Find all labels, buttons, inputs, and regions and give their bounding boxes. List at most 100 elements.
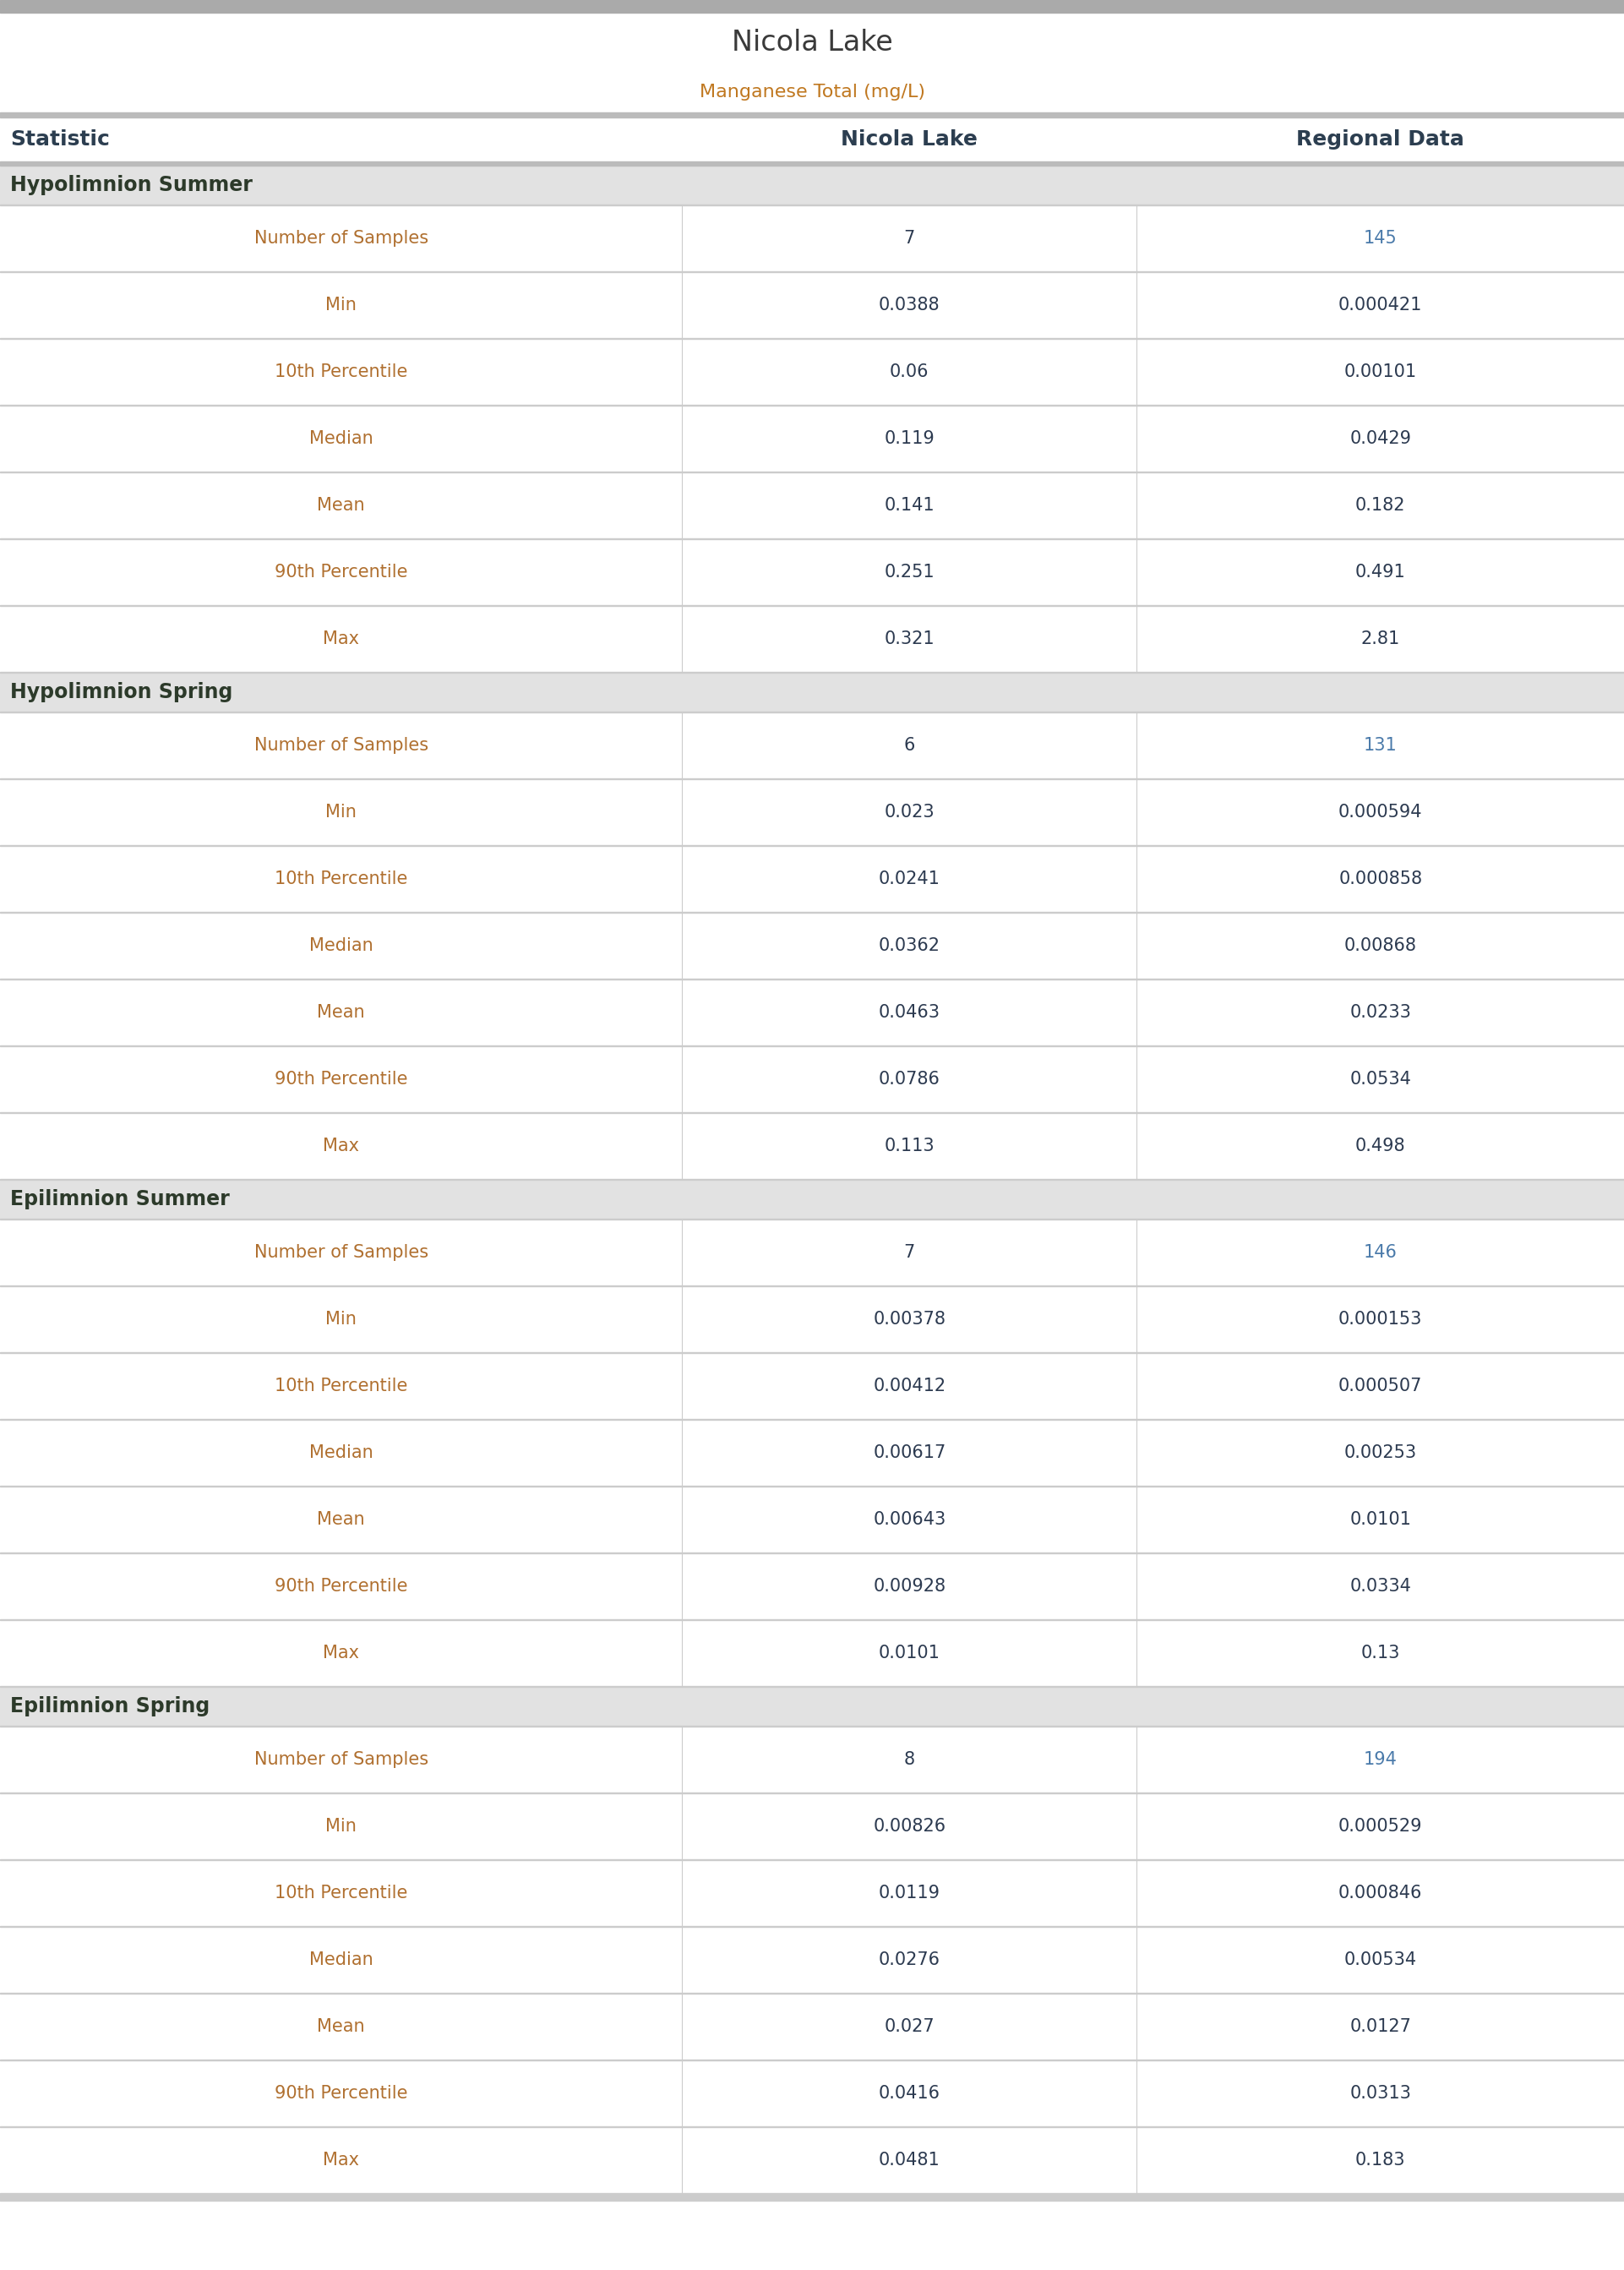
Text: 0.00378: 0.00378 <box>874 1310 945 1328</box>
Bar <box>0 1553 1624 1619</box>
Bar <box>0 161 1624 166</box>
Text: 10th Percentile: 10th Percentile <box>274 1378 408 1394</box>
Text: 0.0233: 0.0233 <box>1350 1003 1411 1022</box>
Text: 0.0127: 0.0127 <box>1350 2018 1411 2036</box>
Bar <box>0 540 1624 606</box>
Text: 0.0481: 0.0481 <box>879 2152 940 2168</box>
Bar <box>0 713 1624 779</box>
Bar <box>0 118 1624 161</box>
Text: 0.00928: 0.00928 <box>874 1578 945 1596</box>
Bar <box>0 1419 1624 1487</box>
Bar <box>0 847 1624 913</box>
Text: Median: Median <box>309 1444 374 1462</box>
Text: 0.00253: 0.00253 <box>1345 1444 1416 1462</box>
Text: 10th Percentile: 10th Percentile <box>274 1884 408 1902</box>
Bar <box>0 204 1624 272</box>
Text: Mean: Mean <box>317 497 365 513</box>
Text: 0.00643: 0.00643 <box>874 1512 945 1528</box>
Text: 131: 131 <box>1364 738 1397 754</box>
Bar <box>0 913 1624 978</box>
Text: Epilimnion Summer: Epilimnion Summer <box>10 1189 229 1210</box>
Text: Mean: Mean <box>317 1512 365 1528</box>
Text: 0.0313: 0.0313 <box>1350 2084 1411 2102</box>
Text: Min: Min <box>325 1310 357 1328</box>
Text: 0.0786: 0.0786 <box>879 1071 940 1087</box>
Text: Statistic: Statistic <box>10 129 110 150</box>
Text: 0.491: 0.491 <box>1354 563 1406 581</box>
Text: 0.06: 0.06 <box>890 363 929 381</box>
Text: 194: 194 <box>1364 1750 1397 1768</box>
Text: Max: Max <box>323 1643 359 1662</box>
Text: 7: 7 <box>905 1244 914 1260</box>
Text: 146: 146 <box>1364 1244 1397 1260</box>
Text: 0.13: 0.13 <box>1361 1643 1400 1662</box>
Bar <box>0 1687 1624 1725</box>
Text: Nicola Lake: Nicola Lake <box>731 27 893 57</box>
Text: 0.00617: 0.00617 <box>874 1444 945 1462</box>
Text: 0.023: 0.023 <box>883 804 935 822</box>
Bar <box>0 114 1624 118</box>
Text: 0.000846: 0.000846 <box>1338 1884 1423 1902</box>
Text: 0.0429: 0.0429 <box>1350 431 1411 447</box>
Text: 90th Percentile: 90th Percentile <box>274 563 408 581</box>
Text: 0.00534: 0.00534 <box>1345 1952 1416 1968</box>
Text: 0.498: 0.498 <box>1354 1137 1406 1155</box>
Text: 0.0276: 0.0276 <box>879 1952 940 1968</box>
Text: Number of Samples: Number of Samples <box>253 1750 429 1768</box>
Bar <box>0 1859 1624 1925</box>
Bar <box>0 1621 1624 1687</box>
Text: Min: Min <box>325 804 357 822</box>
Text: 0.0101: 0.0101 <box>879 1643 940 1662</box>
Text: 0.251: 0.251 <box>883 563 935 581</box>
Text: 6: 6 <box>905 738 914 754</box>
Text: Manganese Total (mg/L): Manganese Total (mg/L) <box>700 84 924 100</box>
Text: Regional Data: Regional Data <box>1296 129 1465 150</box>
Text: Hypolimnion Spring: Hypolimnion Spring <box>10 681 232 701</box>
Bar <box>0 0 1624 14</box>
Text: Max: Max <box>323 1137 359 1155</box>
Text: Hypolimnion Summer: Hypolimnion Summer <box>10 175 253 195</box>
Bar <box>0 472 1624 538</box>
Text: Mean: Mean <box>317 2018 365 2036</box>
Text: 0.0416: 0.0416 <box>879 2084 940 2102</box>
Text: Min: Min <box>325 1818 357 1834</box>
Bar <box>0 2127 1624 2193</box>
Bar <box>0 1046 1624 1112</box>
Bar <box>0 1287 1624 1353</box>
Text: Epilimnion Spring: Epilimnion Spring <box>10 1696 209 1716</box>
Text: 0.000529: 0.000529 <box>1338 1818 1423 1834</box>
Bar <box>0 1793 1624 1859</box>
Bar <box>0 1219 1624 1285</box>
Text: 0.00826: 0.00826 <box>874 1818 945 1834</box>
Bar <box>0 779 1624 844</box>
Bar <box>0 272 1624 338</box>
Text: 7: 7 <box>905 229 914 247</box>
Text: Max: Max <box>323 2152 359 2168</box>
Text: 0.0463: 0.0463 <box>879 1003 940 1022</box>
Bar <box>0 2193 1624 2200</box>
Text: 0.141: 0.141 <box>883 497 935 513</box>
Text: Number of Samples: Number of Samples <box>253 738 429 754</box>
Text: 0.113: 0.113 <box>883 1137 935 1155</box>
Bar <box>0 978 1624 1046</box>
Text: Mean: Mean <box>317 1003 365 1022</box>
Bar <box>0 1487 1624 1553</box>
Text: 0.182: 0.182 <box>1356 497 1405 513</box>
Bar <box>0 672 1624 711</box>
Text: 0.000594: 0.000594 <box>1338 804 1423 822</box>
Text: Min: Min <box>325 297 357 313</box>
Bar <box>0 1993 1624 2059</box>
Text: Nicola Lake: Nicola Lake <box>841 129 978 150</box>
Bar <box>0 1112 1624 1178</box>
Text: Median: Median <box>309 938 374 953</box>
Bar <box>0 1180 1624 1219</box>
Bar <box>0 1353 1624 1419</box>
Text: Max: Max <box>323 631 359 647</box>
Text: 0.183: 0.183 <box>1356 2152 1405 2168</box>
Bar <box>0 2061 1624 2127</box>
Bar <box>0 406 1624 472</box>
Text: 145: 145 <box>1364 229 1397 247</box>
Text: 0.0362: 0.0362 <box>879 938 940 953</box>
Text: 10th Percentile: 10th Percentile <box>274 869 408 888</box>
Text: Median: Median <box>309 431 374 447</box>
